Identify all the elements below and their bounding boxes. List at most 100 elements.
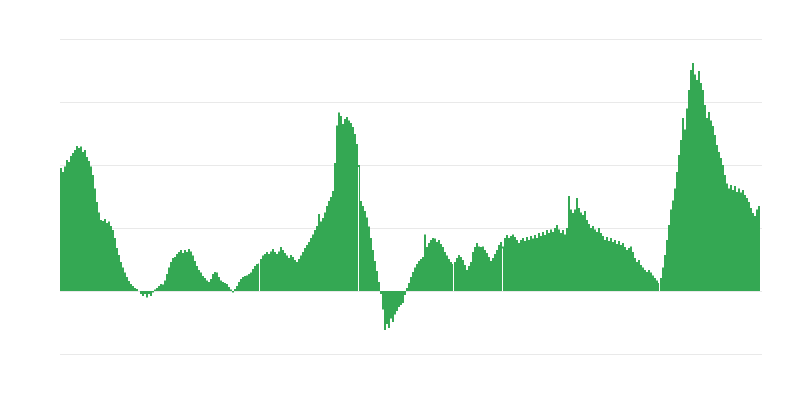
bar (238, 282, 240, 291)
bar (598, 228, 600, 291)
bar (750, 207, 752, 291)
bar-gap (453, 264, 454, 291)
bar (690, 69, 692, 292)
bar (664, 255, 666, 291)
bar (412, 272, 414, 291)
bar (202, 275, 204, 291)
bar (230, 289, 232, 291)
bar (282, 250, 284, 291)
bar (242, 277, 244, 291)
bar (676, 171, 678, 291)
bar (190, 251, 192, 291)
bar (366, 217, 368, 291)
bar (160, 284, 162, 291)
bar (626, 250, 628, 291)
bar (400, 291, 402, 305)
bar (96, 202, 98, 291)
bar (602, 236, 604, 291)
bar (410, 277, 412, 291)
bar (144, 291, 146, 295)
bar (724, 175, 726, 291)
bar (348, 120, 350, 292)
bar (636, 262, 638, 291)
bar (488, 256, 490, 291)
bar (248, 273, 250, 291)
bar (416, 263, 418, 291)
bar (308, 241, 310, 291)
bar-gap (502, 248, 503, 291)
bar (78, 147, 80, 291)
bar (392, 291, 394, 322)
bar (212, 273, 214, 291)
bar (506, 234, 508, 291)
bar (384, 291, 386, 331)
bar (110, 226, 112, 291)
bar (340, 115, 342, 291)
bar (314, 229, 316, 291)
bar (266, 251, 268, 291)
bar (272, 248, 274, 291)
bar (268, 253, 270, 291)
bar (414, 267, 416, 291)
bar (84, 149, 86, 291)
bar (256, 263, 258, 291)
bar (652, 275, 654, 291)
bar (560, 233, 562, 291)
bar-gap (259, 260, 260, 291)
bar (576, 197, 578, 291)
bar (322, 217, 324, 291)
bar (260, 258, 262, 291)
bar (338, 112, 340, 292)
bar (204, 277, 206, 291)
bar (344, 119, 346, 291)
bar (704, 105, 706, 292)
bar (158, 285, 160, 291)
bar (736, 192, 738, 291)
bar (586, 219, 588, 291)
bar (498, 245, 500, 291)
bar (380, 291, 382, 295)
bar (142, 291, 144, 297)
bar-gap (659, 279, 660, 291)
bar (580, 212, 582, 291)
bar (76, 146, 78, 291)
bar (270, 251, 272, 291)
bar (696, 79, 698, 291)
bar (182, 253, 184, 291)
bar (668, 224, 670, 291)
bar (428, 243, 430, 291)
bar (634, 258, 636, 291)
bar (372, 250, 374, 291)
bar (572, 212, 574, 291)
bar (622, 243, 624, 291)
bar (682, 117, 684, 291)
bar (432, 238, 434, 291)
bar (418, 260, 420, 291)
bar (478, 246, 480, 291)
bar (702, 90, 704, 291)
bar (642, 267, 644, 291)
bar (254, 265, 256, 291)
bar (68, 161, 70, 291)
bar (464, 265, 466, 291)
bar (280, 246, 282, 291)
bar (74, 149, 76, 291)
bar (460, 256, 462, 291)
bar (132, 285, 134, 291)
bar (482, 246, 484, 291)
bar (186, 251, 188, 291)
bar (440, 243, 442, 291)
bar (120, 262, 122, 291)
bar (162, 284, 164, 291)
bar (164, 280, 166, 291)
bar (290, 255, 292, 291)
bar (520, 239, 522, 291)
bar (148, 291, 150, 295)
bar (516, 239, 518, 291)
bar (554, 228, 556, 291)
bar (408, 282, 410, 291)
bar (650, 272, 652, 291)
bar (550, 229, 552, 291)
